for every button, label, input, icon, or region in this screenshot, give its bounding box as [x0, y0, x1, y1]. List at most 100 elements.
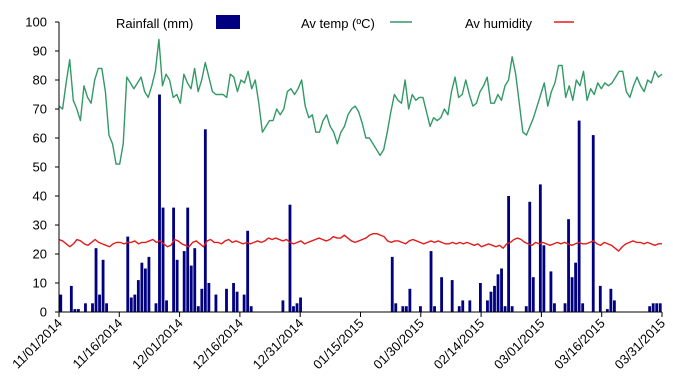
rainfall-bar — [165, 300, 168, 312]
x-tick-label: 01/15/2015 — [310, 316, 367, 373]
rainfall-bar — [182, 251, 186, 312]
x-tick-label: 03/16/2015 — [551, 316, 608, 373]
rainfall-bar — [429, 251, 433, 312]
x-tick-label: 01/30/2015 — [370, 316, 427, 373]
rainfall-bar — [76, 309, 80, 312]
rainfall-bar — [101, 259, 105, 312]
rainfall-bar — [207, 283, 211, 312]
rainfall-bar — [651, 303, 655, 312]
y-tick-label: 0 — [40, 305, 47, 320]
rainfall-bar — [140, 262, 144, 312]
rainfall-bar — [655, 303, 659, 312]
rainfall-bar — [528, 201, 532, 312]
rainfall-bar — [161, 207, 165, 312]
rainfall-bar — [292, 306, 295, 312]
rainfall-bar — [73, 309, 77, 312]
rainfall-bars — [59, 94, 662, 312]
rainfall-bar — [281, 300, 285, 312]
rainfall-bar — [98, 294, 101, 312]
rainfall-bar — [570, 277, 574, 312]
rainfall-bar — [394, 303, 398, 312]
legend-temp-label: Av temp (ºC) — [301, 16, 375, 31]
rainfall-bar — [461, 300, 465, 312]
rainfall-bar — [390, 256, 394, 312]
rainfall-bar — [69, 285, 73, 312]
rainfall-bar — [598, 285, 602, 312]
x-tick-label: 12/01/2014 — [129, 316, 186, 373]
rainfall-bar — [493, 285, 496, 312]
rainfall-bar — [186, 207, 190, 312]
rainfall-bar — [450, 280, 454, 312]
rainfall-bar — [549, 271, 553, 312]
y-tick-label: 70 — [33, 102, 47, 117]
rainfall-bar — [591, 135, 595, 312]
legend-rainfall-swatch — [216, 15, 240, 29]
rainfall-bar — [408, 288, 412, 312]
rainfall-bar — [648, 306, 652, 312]
rainfall-bar — [577, 120, 581, 312]
rainfall-bar — [581, 303, 585, 312]
rainfall-bar — [433, 306, 436, 312]
y-tick-label: 90 — [33, 44, 47, 59]
y-tick-label: 60 — [33, 131, 47, 146]
legend-rainfall-label: Rainfall (mm) — [116, 16, 193, 31]
rainfall-bar — [59, 294, 63, 312]
rainfall-bar — [91, 303, 94, 312]
rainfall-bar — [457, 306, 461, 312]
x-tick-label: 02/14/2015 — [431, 316, 488, 373]
rainfall-bar — [658, 303, 662, 312]
rainfall-bar — [235, 291, 239, 312]
rainfall-bar — [609, 288, 613, 312]
legend-humidity-label: Av humidity — [465, 16, 532, 31]
rainfall-bar — [129, 297, 133, 312]
rainfall-bar — [419, 306, 422, 312]
rainfall-bar — [214, 294, 218, 312]
y-tick-label: 20 — [33, 247, 47, 262]
rainfall-bar — [203, 129, 207, 312]
rainfall-bar — [612, 300, 616, 312]
rainfall-bar — [295, 303, 299, 312]
rainfall-bar — [524, 306, 528, 312]
y-tick-label: 50 — [33, 160, 47, 175]
rainfall-bar — [172, 207, 176, 312]
rainfall-bar — [94, 248, 98, 312]
y-tick-label: 30 — [33, 218, 47, 233]
x-tick-label: 11/16/2014 — [69, 316, 125, 372]
rainfall-bar — [486, 300, 489, 312]
rainfall-bar — [175, 259, 179, 312]
rainfall-bar — [567, 219, 570, 312]
rainfall-bar — [500, 268, 503, 312]
rainfall-bar — [468, 300, 472, 312]
legend: Rainfall (mm) Av temp (ºC) Av humidity — [116, 15, 574, 31]
rainfall-bar — [189, 265, 193, 312]
x-tick-label: 12/31/2014 — [250, 316, 307, 373]
rainfall-bar — [136, 280, 140, 312]
rainfall-bar — [147, 256, 151, 312]
rainfall-bar — [288, 204, 292, 312]
rainfall-bar — [242, 294, 246, 312]
rainfall-bar — [299, 297, 302, 312]
rainfall-bar — [605, 309, 609, 312]
y-tick-label: 40 — [33, 189, 47, 204]
rainfall-bar — [401, 306, 405, 312]
rainfall-bar — [225, 288, 228, 312]
y-tick-label: 10 — [33, 276, 47, 291]
rainfall-bar — [133, 294, 137, 312]
rainfall-bar — [440, 277, 444, 312]
x-tick-label: 03/01/2015 — [491, 316, 548, 373]
rainfall-bar — [126, 236, 130, 312]
rainfall-bar — [531, 277, 535, 312]
rainfall-bar — [503, 306, 507, 312]
rainfall-bar — [246, 230, 250, 312]
y-tick-label: 80 — [33, 73, 47, 88]
rainfall-bar — [84, 303, 87, 312]
rainfall-bar — [553, 303, 556, 312]
humidity-line — [58, 232, 662, 252]
rainfall-bar — [507, 196, 511, 312]
rainfall-bar — [232, 283, 235, 312]
rainfall-bar — [478, 283, 482, 312]
temperature-line — [58, 38, 663, 165]
x-tick-label: 03/31/2015 — [611, 316, 668, 373]
axes: 0 10 20 30 40 50 60 70 80 90 100 11/01/2014 11/16/20… — [9, 15, 668, 373]
